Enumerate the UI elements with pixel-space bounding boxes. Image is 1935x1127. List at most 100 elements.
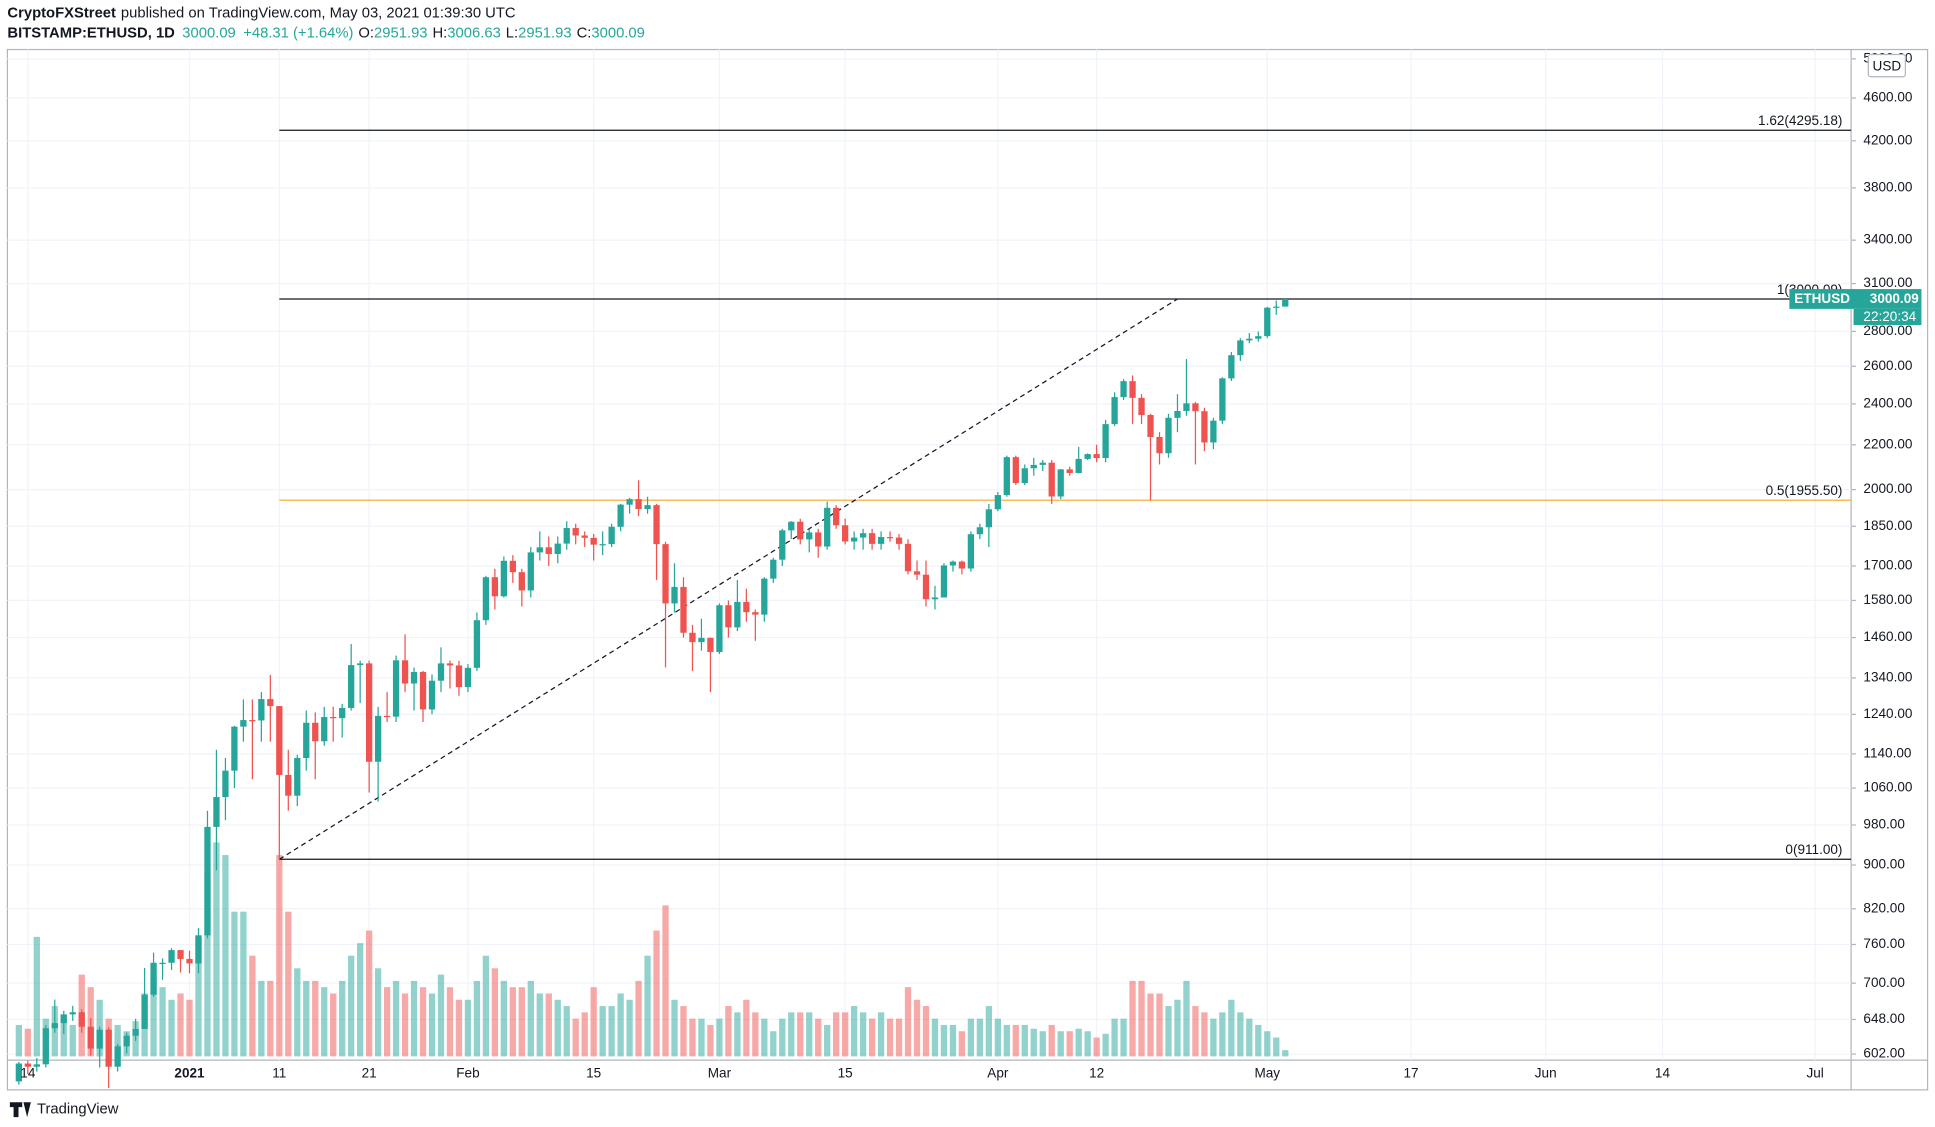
y-tick-label: 820.00 (1863, 900, 1905, 915)
volume-bar (33, 936, 40, 1057)
volume-bar (734, 1012, 741, 1057)
candle-body (779, 530, 786, 560)
x-tick-label: 11 (272, 1065, 286, 1080)
ohlc-value: 2951.93 (518, 25, 572, 41)
volume-bar (240, 911, 247, 1057)
candle-body (797, 521, 804, 540)
candle-body (231, 726, 238, 771)
chart-frame (6, 48, 1929, 1091)
candle-body (1012, 457, 1019, 484)
volume-bar (806, 1012, 813, 1057)
candle-body (1102, 424, 1109, 459)
candle-body (644, 505, 651, 510)
candle-body (383, 715, 391, 718)
candle-body (958, 561, 966, 569)
volume-bar (895, 1018, 903, 1057)
y-tick-label: 3100.00 (1863, 275, 1912, 290)
volume-bar (1147, 993, 1154, 1057)
volume-bar (527, 980, 534, 1057)
volume-bar (267, 980, 274, 1057)
candle-body (419, 671, 427, 710)
volume-bar (186, 999, 193, 1057)
volume-bar (114, 1024, 121, 1057)
candle-body (348, 665, 355, 708)
axes: 602.00 648.00 700.00 760.00 820.00 900.00 980.… (20, 50, 1922, 1080)
candle-body (689, 632, 696, 643)
volume-bar (779, 1018, 786, 1057)
candle-body (671, 586, 678, 604)
volume-bar (635, 980, 642, 1057)
volume-bar (213, 842, 220, 1057)
candle-body (1210, 420, 1217, 443)
volume-bar (1201, 1012, 1208, 1057)
volume-bar (1255, 1024, 1262, 1057)
volume-bar (1129, 980, 1136, 1057)
candle-body (1228, 355, 1235, 379)
candle-body (824, 507, 831, 547)
volume-bar (60, 1018, 67, 1057)
volume-bar (69, 1024, 76, 1057)
candle-body (761, 578, 768, 615)
candle-body (707, 637, 714, 652)
candle-body (1075, 458, 1082, 473)
volume-bar (1237, 1012, 1244, 1057)
volume-bar (1228, 999, 1235, 1057)
candle-body (770, 559, 777, 579)
volume-bar (1246, 1018, 1253, 1057)
volume-bar (644, 955, 651, 1057)
candle-body (1057, 469, 1064, 497)
volume-bar (608, 1006, 615, 1057)
volume-bar (985, 1006, 993, 1057)
candle-body (1237, 340, 1244, 356)
y-tick-label: 2400.00 (1863, 395, 1912, 410)
volume-bar (437, 974, 445, 1057)
candle-body (859, 533, 867, 538)
volume-bar (428, 993, 436, 1057)
candle-body (545, 547, 552, 555)
author: CryptoFXStreet (7, 6, 116, 22)
candle-body (330, 717, 337, 719)
candle-body (312, 722, 319, 742)
y-tick-label: 1340.00 (1863, 669, 1912, 684)
y-tick-label: 1700.00 (1863, 558, 1912, 573)
currency: USD (1873, 58, 1902, 73)
volume-bar (231, 911, 238, 1057)
volume-bar (626, 999, 633, 1057)
candle-body (527, 552, 534, 591)
ohlc-value: 3006.63 (447, 25, 501, 41)
candle-body (321, 717, 328, 742)
price-symbol: ETHUSD (1794, 291, 1850, 306)
candle-body (446, 663, 454, 666)
candle-body (949, 561, 957, 566)
candle-body (1183, 403, 1190, 412)
candle-body (500, 560, 507, 597)
volume-bar (392, 980, 400, 1057)
volume-bar (976, 1018, 984, 1057)
candle-body (788, 521, 795, 531)
volume-bar (1066, 1031, 1073, 1057)
candle-body (842, 525, 849, 542)
candle-body (734, 601, 741, 628)
volume-bar (1192, 1006, 1199, 1057)
volume-bar (159, 987, 166, 1057)
volume-bar (850, 1006, 858, 1057)
candle-body (1066, 469, 1073, 473)
volume (15, 842, 1289, 1057)
candle-body (339, 707, 346, 719)
volume-bar (967, 1018, 975, 1057)
volume-bar (707, 1024, 714, 1057)
x-tick-label: 14 (1655, 1065, 1671, 1080)
volume-bar (698, 1018, 705, 1057)
candle-body (374, 715, 382, 762)
y-tick-label: 2800.00 (1863, 323, 1912, 338)
candle-body (617, 504, 624, 527)
volume-bar (222, 855, 229, 1057)
candle-body (518, 572, 525, 591)
candle-body (1201, 411, 1208, 443)
x-tick-label: 17 (1403, 1065, 1418, 1080)
ohlc-label: C: (577, 25, 592, 41)
candle-body (491, 577, 499, 597)
y-tick-label: 4200.00 (1863, 132, 1912, 147)
x-tick-label: 15 (586, 1065, 601, 1080)
candle-body (204, 826, 211, 936)
